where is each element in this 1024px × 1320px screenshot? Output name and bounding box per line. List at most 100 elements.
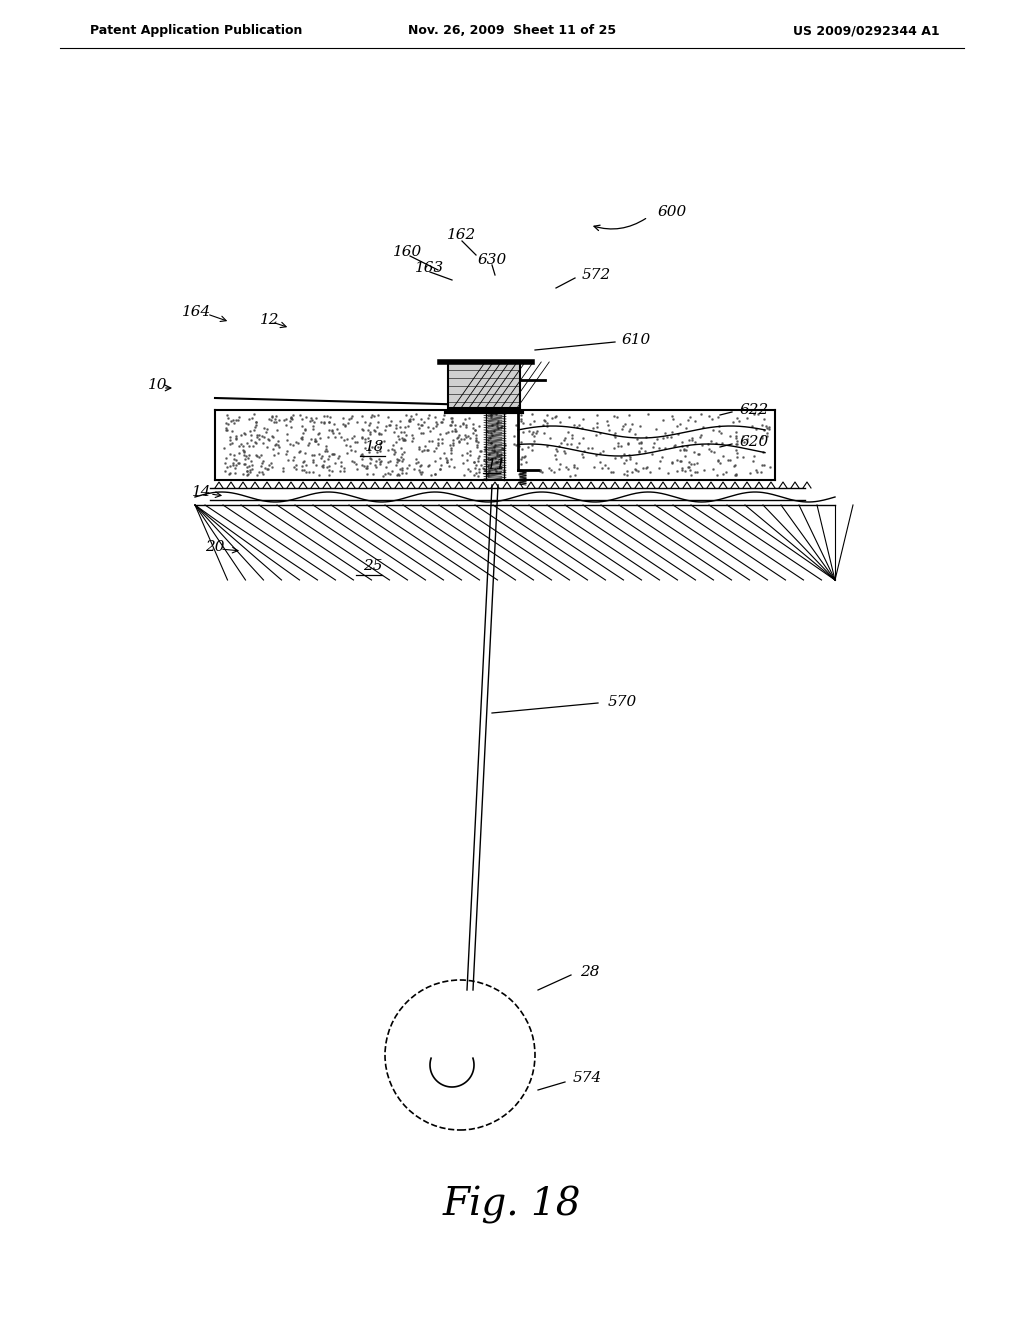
Point [539, 436, 555, 457]
Point [362, 449, 379, 470]
Point [487, 459, 504, 480]
Point [355, 418, 372, 440]
Point [331, 422, 347, 444]
Point [261, 454, 278, 475]
Point [359, 458, 376, 479]
Point [337, 416, 353, 437]
Point [225, 454, 242, 475]
Point [753, 462, 769, 483]
Point [490, 411, 507, 432]
Point [365, 463, 381, 484]
Point [468, 430, 484, 451]
Point [475, 458, 492, 479]
Point [470, 447, 486, 469]
Text: 620: 620 [740, 436, 769, 449]
Point [699, 433, 716, 454]
Point [514, 446, 530, 467]
Point [602, 461, 618, 482]
Point [526, 425, 543, 446]
Point [551, 458, 567, 479]
Point [378, 457, 394, 478]
Point [433, 432, 450, 453]
Point [333, 455, 349, 477]
Point [359, 428, 376, 449]
Point [633, 432, 649, 453]
Point [568, 416, 585, 437]
Point [523, 434, 540, 455]
Point [622, 418, 638, 440]
Point [220, 408, 237, 429]
Point [393, 446, 410, 467]
Point [216, 437, 232, 458]
Point [408, 453, 424, 474]
Point [710, 407, 726, 428]
Point [296, 459, 312, 480]
Point [360, 414, 377, 436]
Point [480, 444, 497, 465]
Point [362, 453, 379, 474]
Point [728, 465, 744, 486]
Point [676, 440, 692, 461]
Point [691, 444, 708, 465]
Point [437, 447, 454, 469]
Point [321, 455, 337, 477]
Point [412, 455, 428, 477]
Point [421, 430, 437, 451]
Point [280, 450, 296, 471]
Point [306, 445, 323, 466]
Point [621, 421, 637, 442]
Point [645, 433, 662, 454]
Point [729, 446, 745, 467]
Point [241, 463, 257, 484]
Point [479, 463, 496, 484]
Point [237, 424, 253, 445]
Point [709, 465, 725, 486]
Point [606, 426, 623, 447]
Point [544, 408, 560, 429]
Point [535, 414, 551, 436]
Point [223, 421, 240, 442]
Point [404, 430, 421, 451]
Point [427, 463, 443, 484]
Point [393, 459, 410, 480]
Point [382, 411, 398, 432]
Point [449, 428, 465, 449]
Point [539, 413, 555, 434]
Point [436, 442, 453, 463]
Point [745, 445, 762, 466]
Point [227, 409, 244, 430]
Point [319, 426, 336, 447]
Point [404, 425, 421, 446]
Point [588, 425, 604, 446]
Point [445, 429, 462, 450]
Point [283, 408, 299, 429]
Point [440, 421, 457, 442]
Point [246, 420, 262, 441]
Point [274, 458, 291, 479]
Point [601, 420, 617, 441]
Point [605, 405, 622, 426]
Point [682, 407, 698, 428]
Point [715, 463, 731, 484]
Point [424, 430, 440, 451]
Point [689, 444, 706, 465]
Point [224, 453, 241, 474]
Point [465, 413, 481, 434]
Point [532, 459, 549, 480]
Point [295, 451, 311, 473]
Point [462, 428, 478, 449]
Point [317, 438, 334, 459]
Point [457, 424, 473, 445]
Point [401, 411, 418, 432]
Point [705, 459, 721, 480]
Point [566, 414, 583, 436]
Point [315, 411, 332, 432]
Point [231, 407, 248, 428]
Point [694, 417, 711, 438]
Point [412, 462, 428, 483]
Point [265, 438, 282, 459]
Point [305, 451, 322, 473]
Point [467, 458, 483, 479]
Point [488, 412, 505, 433]
Point [415, 422, 431, 444]
